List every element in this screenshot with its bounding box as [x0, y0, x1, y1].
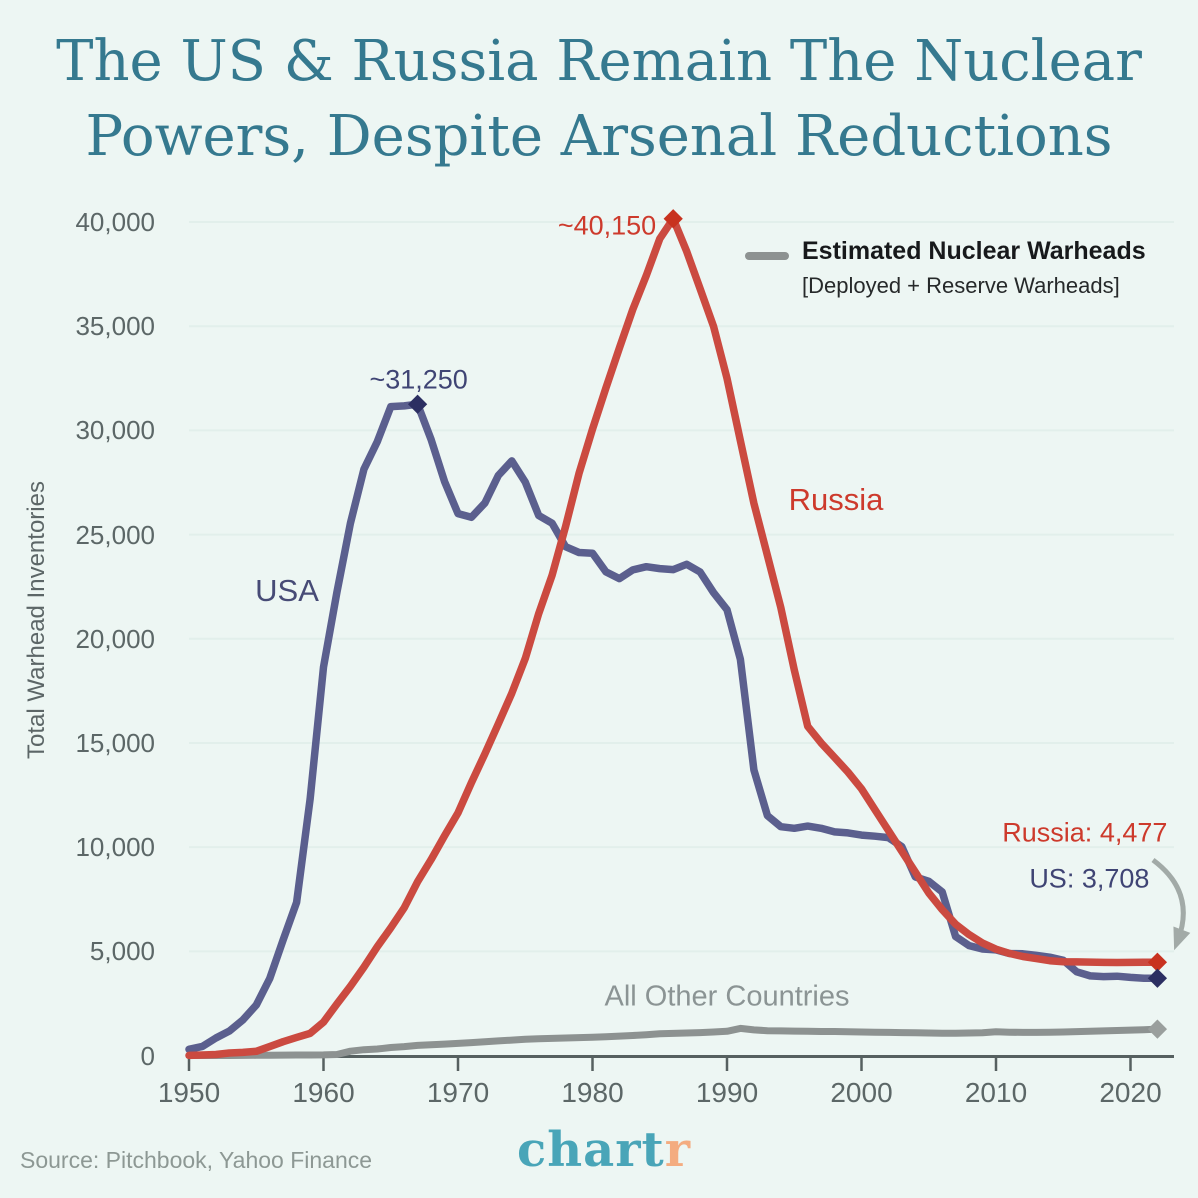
series-lines: [185, 214, 1162, 1060]
chart-title-line2: Powers, Despite Arsenal Reductions: [85, 104, 1113, 169]
x-axis: [186, 1055, 1174, 1071]
others-end-marker: [1147, 1019, 1168, 1039]
usa-peak-marker: [407, 394, 428, 414]
annotation-arrow-icon: [1151, 857, 1191, 951]
chart-title: The US & Russia Remain The Nuclear Power…: [0, 24, 1198, 174]
chart-title-line1: The US & Russia Remain The Nuclear: [56, 29, 1142, 94]
gridlines: [189, 221, 1174, 953]
us-end-marker: [1147, 968, 1168, 988]
